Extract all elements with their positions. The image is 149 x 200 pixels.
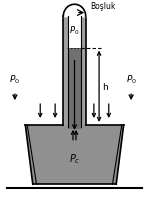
Text: $P_0$: $P_0$ (126, 73, 137, 86)
Polygon shape (25, 125, 124, 184)
Text: h: h (102, 82, 108, 91)
Text: Boşluk: Boşluk (90, 2, 115, 11)
Bar (68, 17, 81, 49)
Text: $P_0$: $P_0$ (69, 25, 80, 37)
Text: $P_0$: $P_0$ (9, 73, 20, 86)
Bar (68, 49, 81, 129)
Text: $P_c$: $P_c$ (69, 152, 80, 166)
Bar (63, 17, 86, 125)
